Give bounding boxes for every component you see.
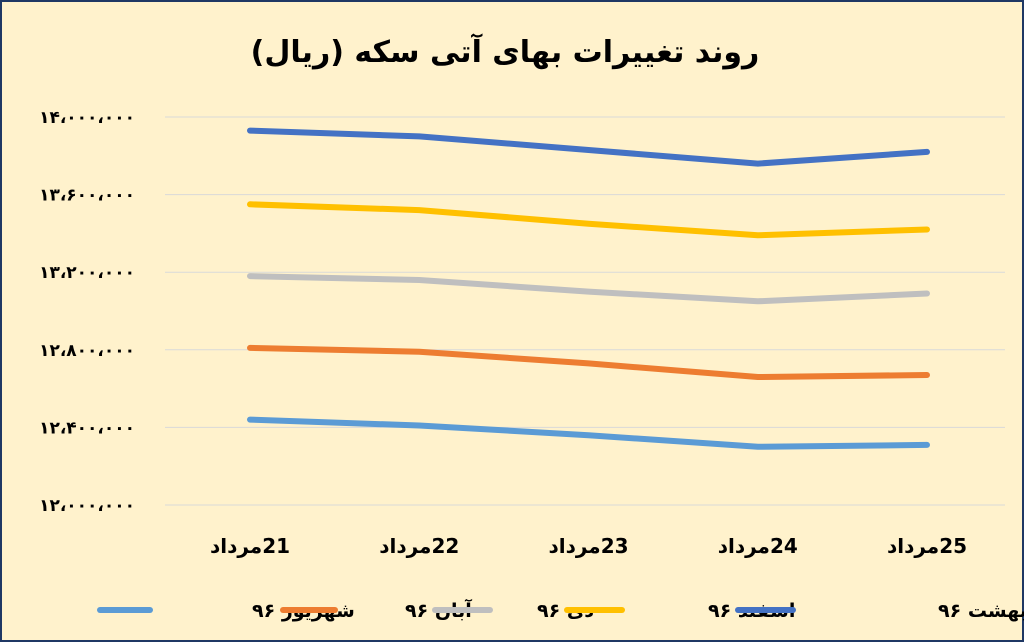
x-axis-ticks: 21مرداد 22مرداد 23مرداد 24مرداد 25مرداد: [210, 534, 967, 558]
y-tick-label: ۱۳،۲۰۰،۰۰۰: [39, 263, 135, 283]
y-tick-label: ۱۲،۴۰۰،۰۰۰: [39, 418, 135, 438]
x-tick-label: 24مرداد: [718, 534, 798, 558]
chart-title: روند تغییرات بهای آتی سکه (ریال): [251, 33, 760, 70]
y-tick-label: ۱۲،۰۰۰،۰۰۰: [39, 496, 135, 516]
legend-label: اردیبهشت ۹۶: [938, 600, 1024, 622]
x-tick-label: 23مرداد: [548, 534, 628, 558]
x-tick-label: 25مرداد: [887, 534, 967, 558]
y-tick-label: ۱۲،۸۰۰،۰۰۰: [39, 341, 135, 361]
series-line-2: [247, 273, 930, 305]
y-tick-label: ۱۳،۶۰۰،۰۰۰: [39, 186, 135, 206]
legend: شهریور ۹۶آبان ۹۶دی ۹۶اسفند ۹۶اردیبهشت ۹۶: [97, 598, 1024, 622]
x-tick-label: 22مرداد: [379, 534, 459, 558]
series-line-0: [247, 416, 930, 450]
y-tick-label: ۱۴،۰۰۰،۰۰۰: [39, 108, 135, 128]
series-line-3: [247, 201, 930, 239]
series-lines: [247, 127, 930, 450]
x-tick-label: 21مرداد: [210, 534, 290, 558]
series-line-1: [247, 344, 930, 380]
y-axis-ticks: ۱۲،۰۰۰،۰۰۰ ۱۲،۴۰۰،۰۰۰ ۱۲،۸۰۰،۰۰۰ ۱۳،۲۰۰،۰۰۰…: [39, 108, 135, 516]
series-line-4: [247, 127, 930, 167]
